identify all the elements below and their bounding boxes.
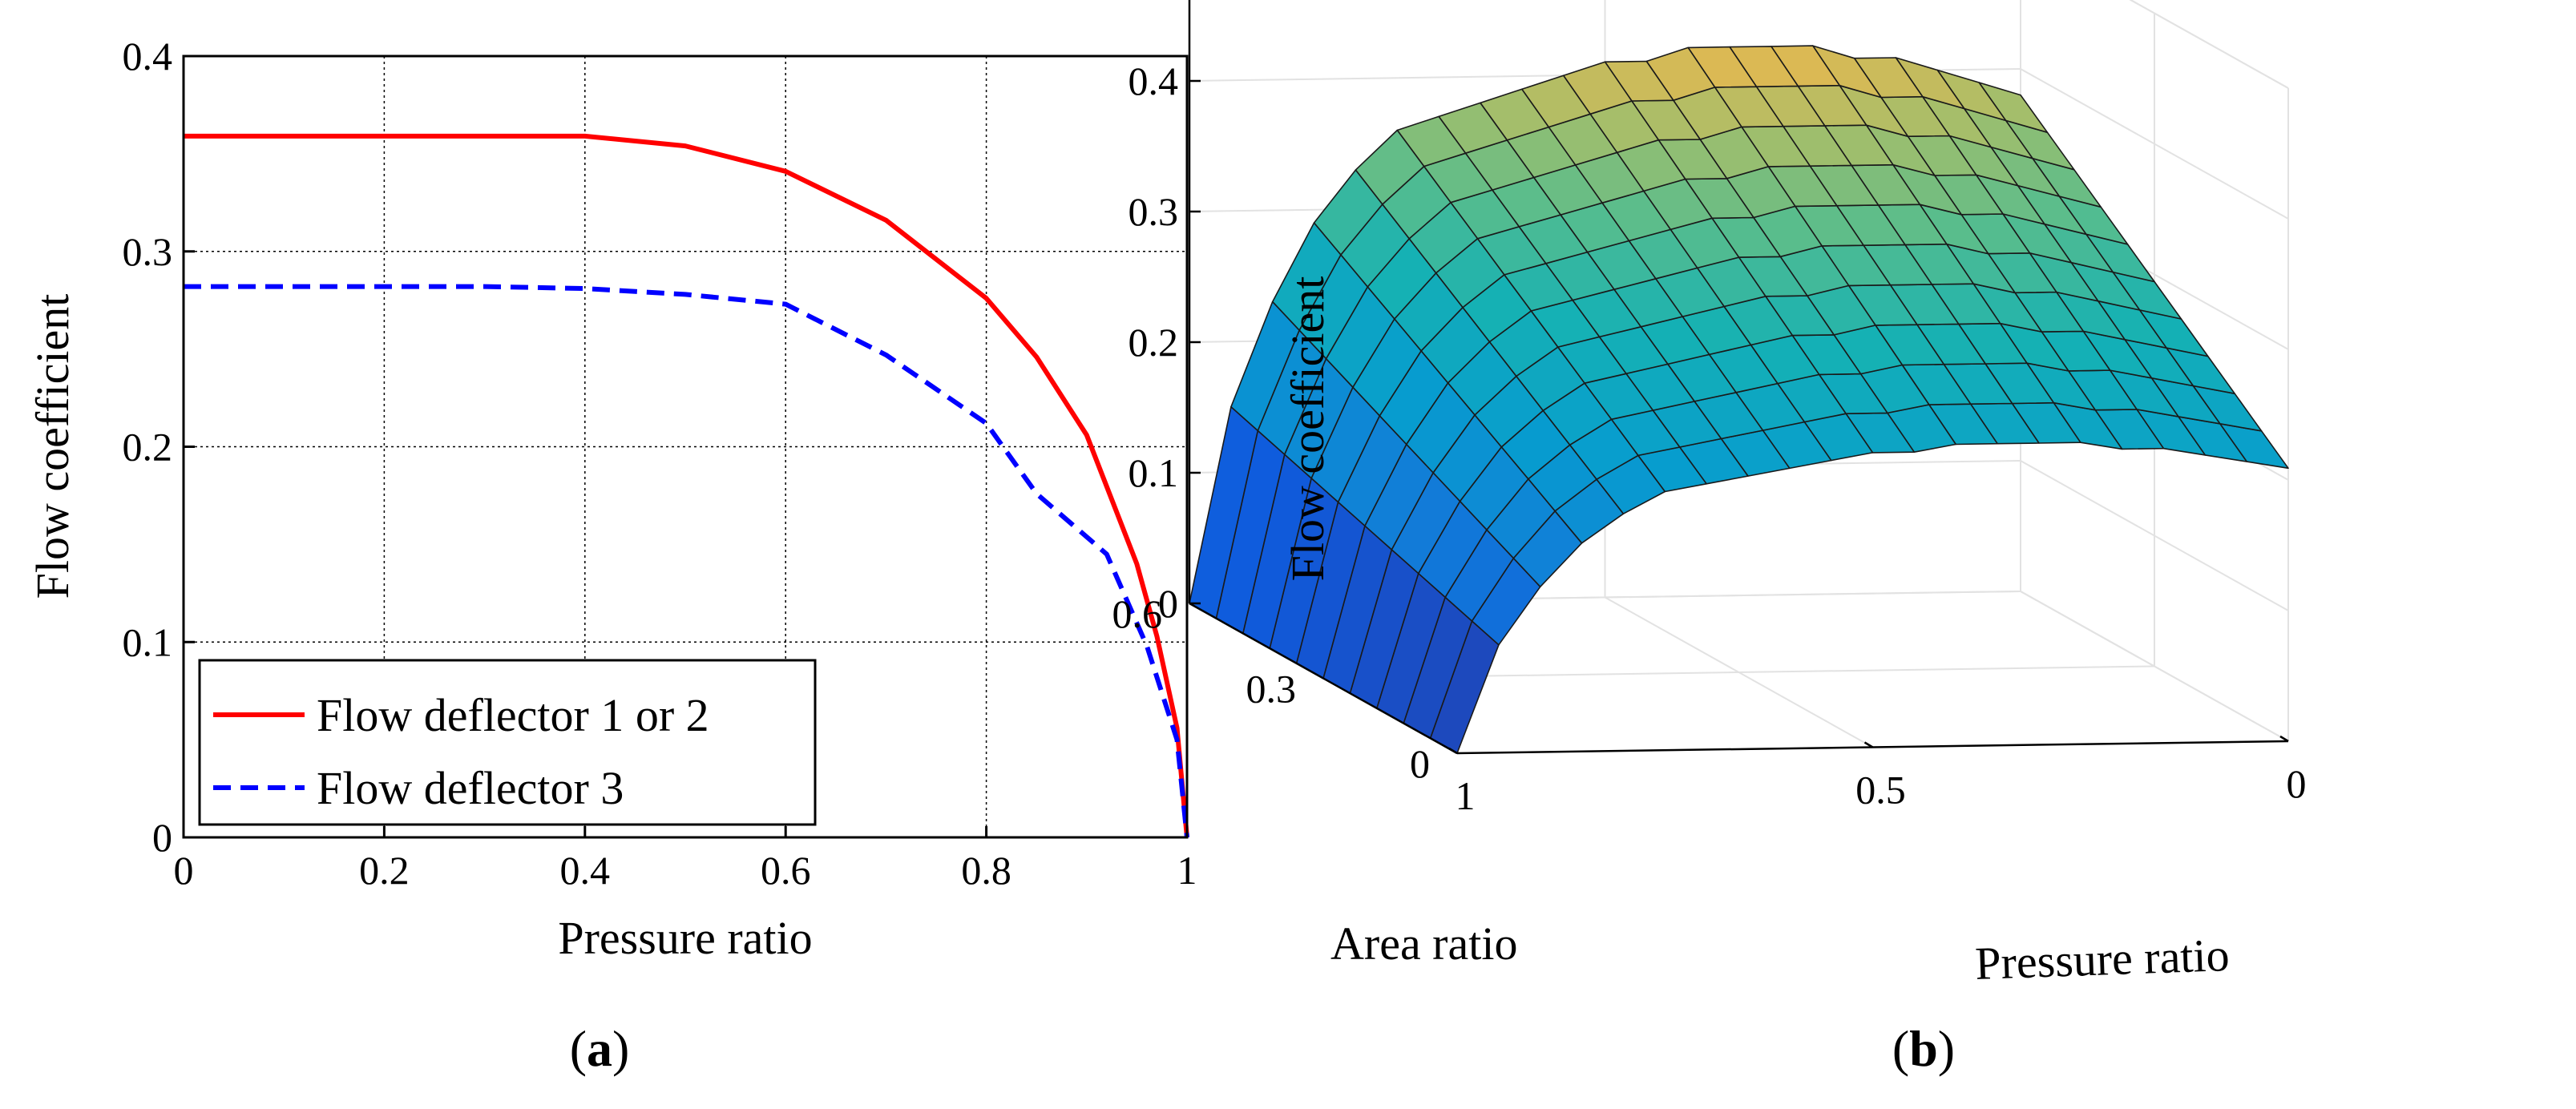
panel-b-x-axis-label: Pressure ratio [1974, 929, 2230, 990]
x-tick-mark [1448, 747, 1458, 755]
panel-a: 0 0.2 0.4 0.6 0.8 1 0 0.1 0.2 0.3 0.4 Pressure rat… [26, 34, 1197, 1077]
x-tick-label: 0.4 [560, 848, 611, 893]
z-tick-label: 0.3 [1129, 189, 1179, 234]
z-tick-label: 0.1 [1129, 450, 1179, 495]
x-tick-mark [2279, 735, 2289, 743]
x-tick-label: 0.5 [1855, 768, 1906, 813]
x-tick-label: 1 [1177, 848, 1197, 893]
y-tick-label: 0.6 [1112, 591, 1163, 636]
y-tick-label: 0.3 [123, 229, 173, 274]
x-tick-label: 0.8 [961, 848, 1011, 893]
legend-label-series-2: Flow deflector 3 [317, 762, 624, 814]
y-tick-label: 0 [1410, 741, 1430, 786]
series-line-2 [184, 284, 1189, 838]
z-tick-label: 0.4 [1129, 58, 1179, 103]
y-axis-line [1189, 602, 1458, 755]
y-tick-label: 0.3 [1246, 667, 1297, 712]
x-tick-label: 1 [1456, 773, 1476, 818]
legend-label-series-1: Flow deflector 1 or 2 [317, 689, 709, 741]
x-tick-label: 0.2 [359, 848, 410, 893]
series-line-1 [184, 133, 1189, 838]
panel-b-z-axis-label: Flow coefficient [1282, 276, 1334, 582]
x-tick-mark [1863, 741, 1874, 748]
panel-a-legend: Flow deflector 1 or 2 Flow deflector 3 [198, 659, 817, 826]
y-tick-label: 0.4 [123, 34, 173, 79]
x-tick-label: 0 [2287, 761, 2307, 806]
panel-a-series [184, 133, 1189, 838]
x-tick-label: 0 [174, 848, 194, 893]
panel-a-x-axis-label: Pressure ratio [558, 912, 812, 964]
grid-line-3d [2020, 68, 2289, 220]
z-tick-label: 0.2 [1129, 320, 1179, 365]
panel-a-caption: (a) [570, 1020, 630, 1077]
y-tick-label: 0 [152, 815, 172, 860]
panel-a-ticks: 0 0.2 0.4 0.6 0.8 1 0 0.1 0.2 0.3 0.4 [123, 34, 1197, 893]
x-tick-label: 0.6 [761, 848, 811, 893]
grid-line-3d [2020, 460, 2289, 611]
panel-b-y-axis-label: Area ratio [1330, 917, 1517, 970]
panel-a-y-axis-label: Flow coefficient [26, 294, 79, 599]
legend-box [198, 659, 817, 826]
panel-b-caption: (b) [1892, 1020, 1955, 1077]
y-tick-label: 0.2 [123, 425, 173, 470]
y-tick-label: 0.1 [123, 619, 173, 664]
z-tick-label: 0 [1158, 581, 1178, 626]
panel-b-surface [1189, 45, 2289, 754]
grid-line-3d [2129, 0, 2289, 89]
grid-line-3d [2020, 591, 2289, 742]
